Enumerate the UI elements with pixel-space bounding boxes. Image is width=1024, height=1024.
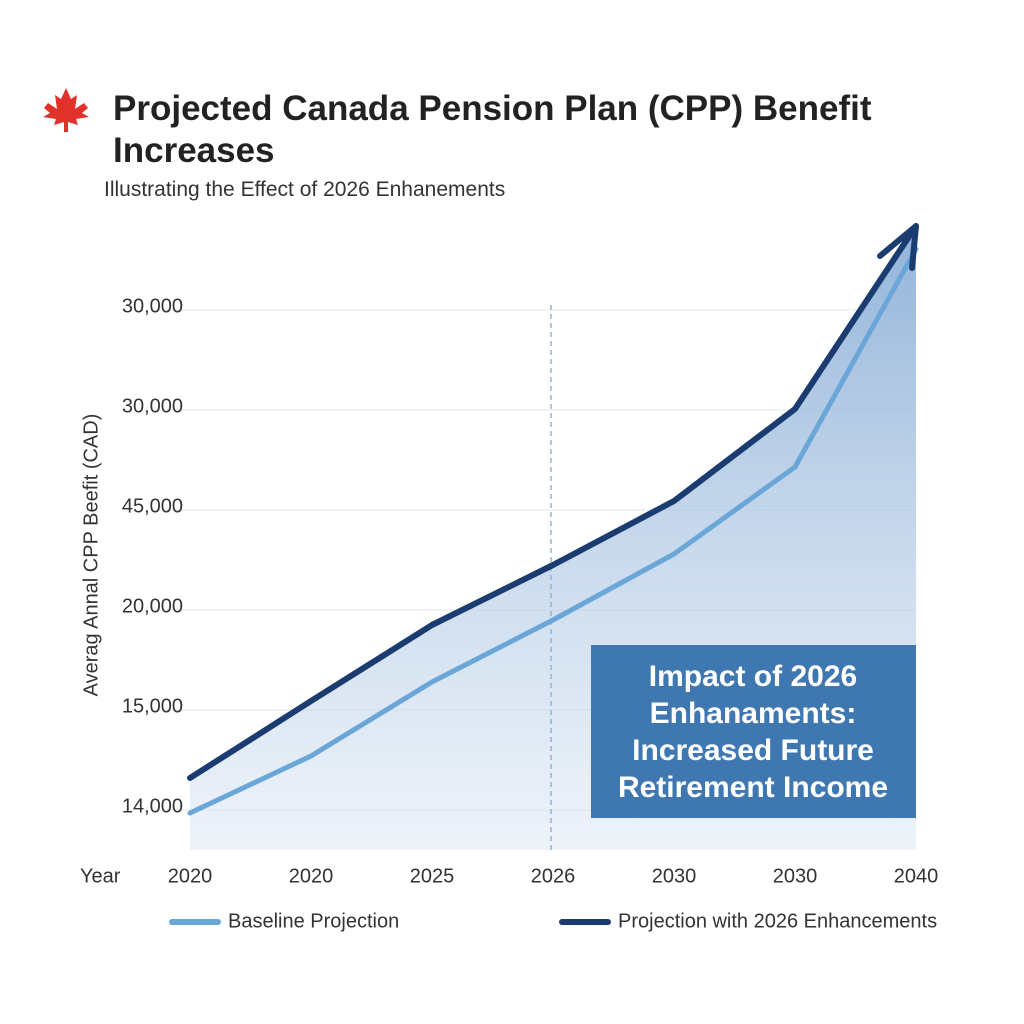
chart-subtitle: Illustrating the Effect of 2026 Enhaneme… [104,178,506,201]
x-axis-label: Year [80,865,121,887]
x-tick-label: 2040 [894,865,939,887]
series-line [187,246,919,816]
series-line [187,223,919,781]
y-tick-label: 30,000 [122,395,183,417]
annotation-text: Enhanaments: [650,697,857,730]
arrowhead [877,223,919,271]
x-tick-label: 2020 [289,865,334,887]
annotation-text: Impact of 2026 [649,660,857,693]
y-tick-label: 15,000 [122,695,183,717]
legend-label: Baseline Projection [228,910,399,932]
x-tick-label: 2020 [168,865,213,887]
x-tick-label: 2026 [531,865,576,887]
chart-title: Projected Canada Pension Plan (CPP) Bene… [113,89,872,170]
y-tick-label: 20,000 [122,595,183,617]
annotation-text: Retirement Income [618,771,888,804]
y-tick-label: 45,000 [122,495,183,517]
x-tick-label: 2030 [773,865,818,887]
y-tick-label: 14,000 [122,795,183,817]
maple-leaf-icon [43,88,89,132]
legend-label: Projection with 2026 Enhancements [618,910,937,932]
x-tick-label: 2025 [410,865,455,887]
y-axis-label: Averag Annal CPP Beefit (CAD) [80,414,102,697]
annotation-box [591,645,916,818]
annotation-text: Increased Future [632,734,874,767]
x-tick-label: 2030 [652,865,697,887]
y-tick-label: 30,000 [122,295,183,317]
